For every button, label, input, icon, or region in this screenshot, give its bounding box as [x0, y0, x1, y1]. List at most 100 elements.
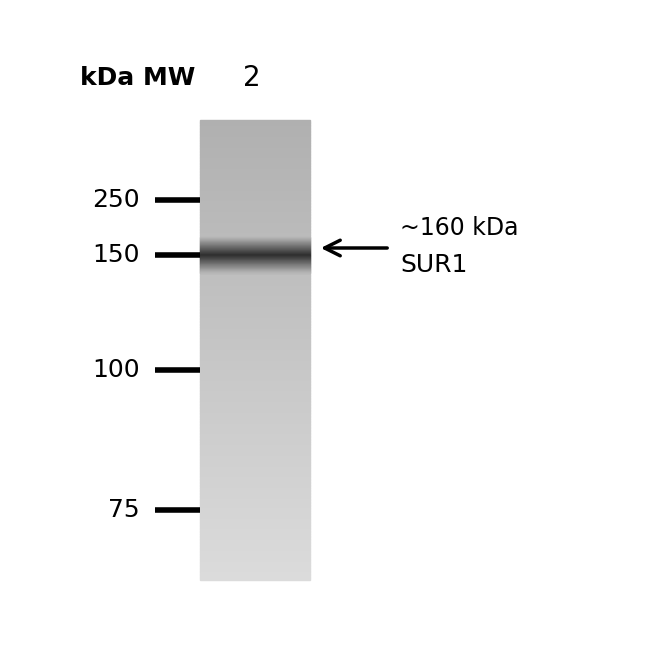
Bar	[200, 309, 310, 310]
Bar	[200, 554, 310, 556]
Bar	[200, 326, 310, 327]
Bar	[200, 526, 310, 528]
Bar	[200, 315, 310, 317]
Bar	[200, 503, 310, 505]
Bar	[200, 120, 310, 122]
Bar	[200, 359, 310, 361]
Bar	[200, 505, 310, 506]
Bar	[200, 460, 310, 462]
Bar	[200, 285, 310, 287]
Bar	[200, 187, 310, 189]
Bar	[200, 539, 310, 540]
Bar	[200, 515, 310, 517]
Text: 2: 2	[243, 64, 261, 92]
Bar	[200, 242, 310, 244]
Bar	[200, 307, 310, 309]
Bar	[200, 471, 310, 473]
Bar	[200, 281, 310, 283]
Bar	[200, 395, 310, 396]
Bar	[200, 523, 310, 525]
Bar	[200, 426, 310, 428]
Bar	[200, 451, 310, 453]
Bar	[200, 190, 310, 192]
Bar	[200, 232, 310, 233]
Bar	[200, 200, 310, 201]
Bar	[200, 221, 310, 223]
Bar	[200, 324, 310, 326]
Bar	[200, 278, 310, 280]
Bar	[200, 480, 310, 482]
Bar	[200, 468, 310, 469]
Bar	[200, 433, 310, 434]
Bar	[200, 546, 310, 548]
Bar	[200, 382, 310, 384]
Bar	[200, 348, 310, 350]
Bar	[200, 399, 310, 400]
Bar	[200, 569, 310, 571]
Bar	[200, 563, 310, 565]
Bar	[200, 551, 310, 552]
Bar	[200, 332, 310, 333]
Bar	[200, 212, 310, 214]
Bar	[200, 252, 310, 254]
Bar	[200, 350, 310, 352]
Bar	[200, 310, 310, 311]
Bar	[200, 531, 310, 532]
Bar	[200, 214, 310, 215]
Bar	[200, 328, 310, 330]
Bar	[200, 197, 310, 198]
Bar	[200, 125, 310, 126]
Text: 100: 100	[92, 358, 140, 382]
Text: SUR1: SUR1	[400, 253, 467, 277]
Bar	[200, 355, 310, 356]
Bar	[200, 170, 310, 172]
Bar	[200, 319, 310, 321]
Bar	[200, 463, 310, 465]
Bar	[200, 237, 310, 238]
Text: kDa MW: kDa MW	[80, 66, 196, 90]
Bar	[200, 134, 310, 135]
Bar	[200, 577, 310, 578]
Bar	[200, 261, 310, 263]
Bar	[200, 155, 310, 157]
Bar	[200, 135, 310, 137]
Bar	[200, 169, 310, 170]
Bar	[200, 284, 310, 285]
Bar	[200, 436, 310, 437]
Bar	[200, 138, 310, 140]
Bar	[200, 318, 310, 319]
Bar	[200, 341, 310, 343]
Bar	[200, 295, 310, 296]
Bar	[200, 458, 310, 459]
Bar	[200, 415, 310, 416]
Bar	[200, 453, 310, 454]
Bar	[200, 476, 310, 477]
Bar	[200, 313, 310, 315]
Bar	[200, 514, 310, 515]
Bar	[200, 557, 310, 558]
Bar	[200, 520, 310, 522]
Bar	[200, 157, 310, 159]
Bar	[200, 154, 310, 155]
Bar	[200, 255, 310, 257]
Bar	[200, 254, 310, 255]
Bar	[200, 379, 310, 381]
Bar	[200, 127, 310, 129]
Bar	[200, 129, 310, 131]
Bar	[200, 304, 310, 306]
Bar	[200, 528, 310, 529]
Bar	[200, 280, 310, 281]
Bar	[200, 424, 310, 425]
Bar	[200, 257, 310, 258]
Bar	[200, 462, 310, 463]
Bar	[200, 218, 310, 220]
Bar	[200, 192, 310, 194]
Bar	[200, 293, 310, 295]
Bar	[200, 276, 310, 278]
Bar	[200, 496, 310, 497]
Bar	[200, 140, 310, 142]
Bar	[200, 552, 310, 554]
Bar	[200, 207, 310, 209]
Bar	[200, 339, 310, 341]
Bar	[200, 479, 310, 480]
